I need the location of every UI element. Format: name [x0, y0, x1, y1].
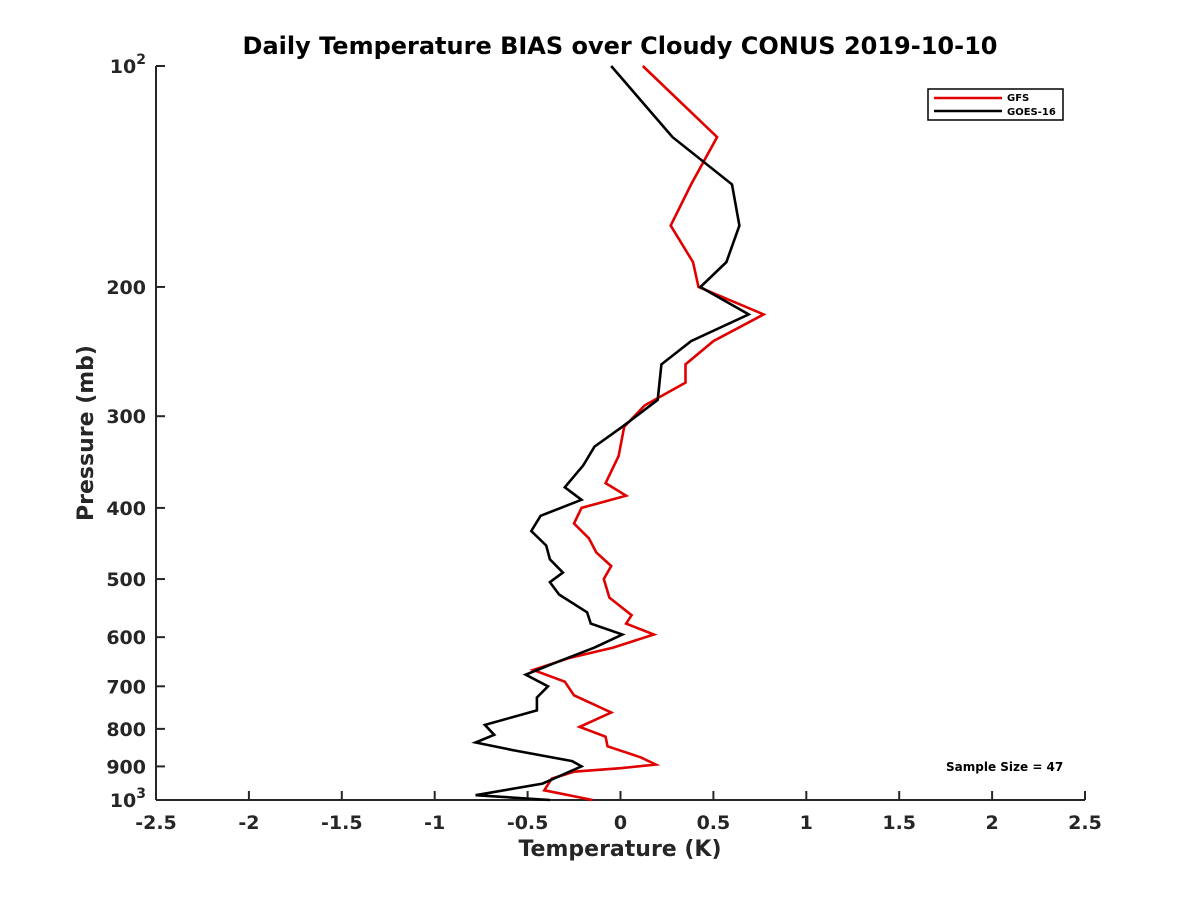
- x-tick-label: -0.5: [507, 812, 549, 834]
- y-tick-label: 103: [110, 786, 146, 812]
- x-tick-label: 0.5: [697, 812, 731, 834]
- series-lines: [471, 65, 767, 802]
- chart-title: Daily Temperature BIAS over Cloudy CONUS…: [243, 32, 998, 60]
- y-tick-label: 900: [106, 756, 146, 778]
- y-axis-label: Pressure (mb): [74, 345, 99, 521]
- plot-area: -2.5 -2 -1.5 -1 -0.5 0 0.5 1 1.5 2 2.5 10220030040…: [106, 52, 1102, 834]
- x-tick-label: -2: [238, 812, 259, 834]
- legend-label-goes16: GOES-16: [1007, 107, 1056, 118]
- legend-box: [927, 88, 1064, 121]
- series-line-gfs: [529, 65, 767, 802]
- y-tick-label: 400: [106, 498, 146, 520]
- y-tick-label: 102: [110, 52, 146, 78]
- y-tick-label: 600: [106, 627, 146, 649]
- x-tick-label: -1: [424, 812, 445, 834]
- y-tick-label: 800: [106, 719, 146, 741]
- x-ticks: -2.5 -2 -1.5 -1 -0.5 0 0.5 1 1.5 2 2.5: [135, 791, 1102, 834]
- y-tick-label-exponent: 2: [136, 52, 146, 68]
- legend-label-gfs: GFS: [1007, 93, 1029, 104]
- y-tick-label-exponent: 3: [136, 786, 146, 802]
- y-tick-label: 200: [106, 277, 146, 299]
- y-tick-label: 300: [106, 406, 146, 428]
- x-tick-label: 1: [800, 812, 813, 834]
- x-tick-label: 0: [614, 812, 627, 834]
- y-tick-label: 500: [106, 569, 146, 591]
- x-tick-label: -2.5: [135, 812, 177, 834]
- sample-size-annotation: Sample Size = 47: [946, 760, 1063, 774]
- y-tick-label-base: 10: [110, 790, 136, 812]
- x-tick-label: 1.5: [882, 812, 916, 834]
- legend: GFS GOES-16: [927, 88, 1064, 121]
- x-tick-label: -1.5: [321, 812, 363, 834]
- x-tick-label: 2: [985, 812, 998, 834]
- series-line-goes16: [471, 65, 752, 802]
- x-tick-label: 2.5: [1068, 812, 1102, 834]
- y-tick-label-base: 10: [110, 56, 136, 78]
- x-axis-label: Temperature (K): [518, 837, 721, 862]
- y-tick-label: 700: [106, 676, 146, 698]
